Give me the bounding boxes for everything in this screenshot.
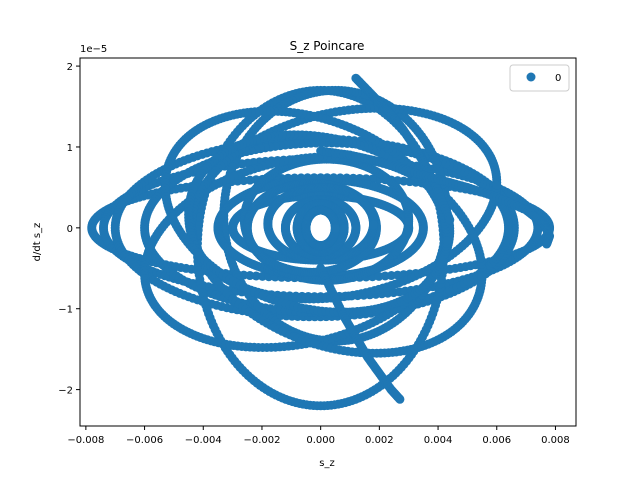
x-tick-label: 0.008 xyxy=(541,435,570,446)
legend-box xyxy=(509,64,570,92)
data-point xyxy=(368,220,378,230)
chart-title: S_z Poincare xyxy=(290,39,365,53)
x-tick-label: 0.004 xyxy=(424,435,453,446)
data-point xyxy=(339,224,349,234)
x-tick-label: −0.006 xyxy=(126,435,163,446)
y-tick-label: −1 xyxy=(58,305,73,316)
data-point xyxy=(330,223,340,233)
x-tick-label: −0.008 xyxy=(67,435,104,446)
x-tick-label: −0.002 xyxy=(243,435,280,446)
data-point xyxy=(418,224,428,234)
legend: 0 xyxy=(509,64,570,92)
y-tick-label: 2 xyxy=(67,62,73,73)
data-points xyxy=(87,73,555,411)
y-tick-label: −2 xyxy=(58,386,73,397)
data-point xyxy=(492,180,502,190)
x-tick-label: −0.004 xyxy=(185,435,222,446)
y-tick-label: 0 xyxy=(67,224,73,235)
y-offset-label: 1e−5 xyxy=(80,44,107,55)
y-axis-title: d/dt s_z xyxy=(32,223,43,262)
data-point xyxy=(542,239,552,249)
y-tick-label: 1 xyxy=(67,143,73,154)
x-tick-label: 0.006 xyxy=(482,435,511,446)
plot-frame xyxy=(79,57,577,427)
data-point xyxy=(503,225,513,235)
y-axis-ticks: −2 −1 0 1 2 xyxy=(58,62,80,397)
data-point xyxy=(257,271,267,281)
data-point xyxy=(445,215,455,225)
data-point xyxy=(404,216,414,226)
data-point xyxy=(351,224,361,234)
legend-label: 0 xyxy=(555,73,561,84)
x-tick-label: 0.002 xyxy=(365,435,394,446)
x-tick-label: 0.000 xyxy=(306,435,335,446)
legend-marker xyxy=(526,72,536,82)
data-point xyxy=(477,272,487,282)
data-point xyxy=(533,225,543,235)
data-point xyxy=(442,236,452,246)
data-point xyxy=(395,394,405,404)
plot-area xyxy=(87,73,555,411)
x-axis-ticks: −0.008 −0.006 −0.004 −0.002 0.000 0.002 0.004 0… xyxy=(67,426,570,446)
x-axis-title: s_z xyxy=(319,458,334,469)
